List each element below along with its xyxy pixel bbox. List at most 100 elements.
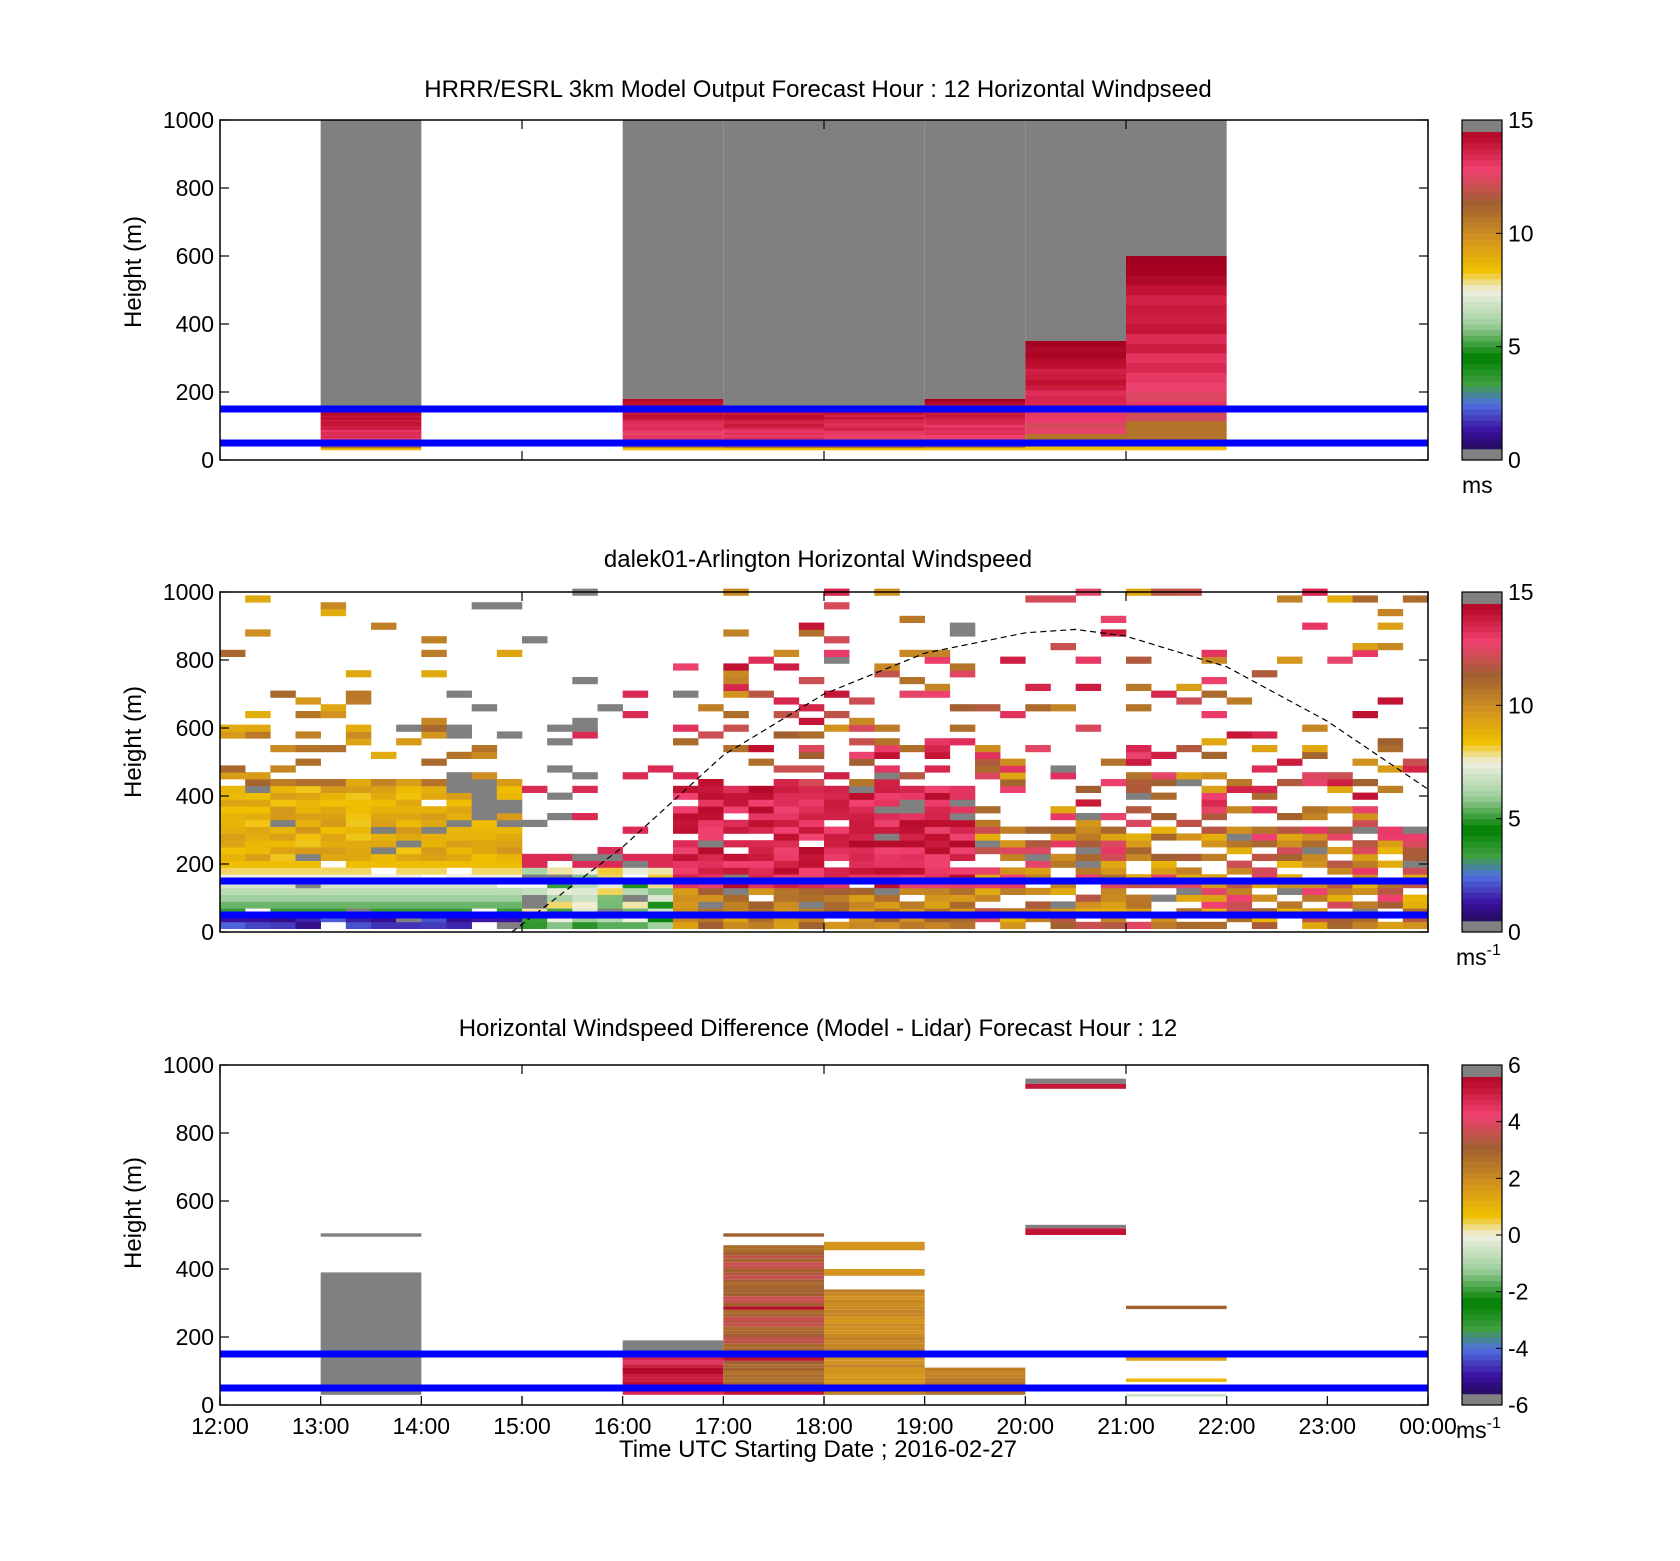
heatmap-cell <box>849 751 875 759</box>
heatmap-cell <box>698 731 724 739</box>
heatmap-cell <box>824 711 850 719</box>
heatmap-cell <box>471 745 498 753</box>
heatmap-cell <box>698 779 724 787</box>
colorbar-swatch <box>1462 1314 1502 1321</box>
heatmap-cell <box>320 867 347 875</box>
colorbar-swatch <box>1462 414 1502 421</box>
heatmap-cell <box>723 663 749 671</box>
heatmap-cell <box>748 813 774 821</box>
heatmap-cell <box>824 1337 925 1341</box>
heatmap-cell <box>320 853 347 861</box>
heatmap-cell <box>1176 833 1202 841</box>
heatmap-cell <box>345 867 372 875</box>
heatmap-cell <box>421 758 447 766</box>
heatmap-cell <box>1000 772 1026 780</box>
heatmap-cell <box>622 416 724 420</box>
heatmap-cell <box>446 833 472 841</box>
colorbar-swatch <box>1462 1082 1502 1089</box>
heatmap-cell <box>1050 887 1076 895</box>
heatmap-cell <box>975 867 1001 875</box>
heatmap-cell <box>1126 683 1152 691</box>
heatmap-cell <box>1126 265 1227 276</box>
heatmap-cell <box>396 847 422 855</box>
heatmap-cell <box>496 826 523 834</box>
colorbar-tick-label: 6 <box>1508 1052 1521 1078</box>
heatmap-cell <box>1025 887 1051 895</box>
heatmap-cell <box>1025 389 1126 396</box>
colorbar-swatch <box>1462 1229 1502 1236</box>
heatmap-cell <box>622 915 649 923</box>
heatmap-cell <box>1100 867 1127 875</box>
heatmap-cell <box>723 1360 824 1365</box>
heatmap-cell <box>849 792 875 800</box>
heatmap-cell <box>371 860 397 868</box>
colorbar-swatch <box>1462 671 1502 678</box>
colorbar-swatch <box>1462 722 1502 729</box>
heatmap-cell <box>849 847 875 855</box>
colorbar-swatch <box>1462 159 1502 166</box>
heatmap-cell <box>773 663 800 671</box>
heatmap-cell <box>345 881 372 889</box>
heatmap-cell <box>1377 881 1404 889</box>
colorbar-swatch <box>1462 1167 1502 1174</box>
heatmap-cell <box>1352 853 1378 861</box>
heatmap-cell <box>673 860 699 868</box>
heatmap-cell <box>723 826 749 834</box>
heatmap-cell <box>421 915 447 923</box>
heatmap-cell <box>975 765 1001 773</box>
heatmap-cell <box>446 779 472 787</box>
heatmap-cell <box>446 881 472 889</box>
colorbar-swatch <box>1462 773 1502 780</box>
x-ticks: 12:00 13:00 14:00 15:00 16:00 17:00 18:00 19:00… <box>191 1065 1457 1439</box>
heatmap-cell <box>1025 745 1051 753</box>
colorbar-swatch <box>1462 654 1502 661</box>
colorbar-swatch <box>1462 210 1502 217</box>
colorbar-swatch <box>1462 1189 1502 1196</box>
heatmap-cell <box>1100 840 1127 848</box>
heatmap-cell <box>496 731 523 739</box>
heatmap-cell <box>1050 881 1076 889</box>
colorbar-swatch <box>1462 603 1502 610</box>
heatmap-cell <box>1302 853 1328 861</box>
heatmap-cell <box>345 887 372 895</box>
heatmap-cell <box>1226 901 1253 909</box>
heatmap-cell <box>1352 813 1378 821</box>
heatmap-cell <box>1050 853 1076 861</box>
colorbar-swatch <box>1462 869 1502 876</box>
colorbar-swatch <box>1462 250 1502 257</box>
heatmap-cell <box>949 738 976 746</box>
heatmap-cell <box>1352 792 1378 800</box>
heatmap-cell <box>1251 745 1278 753</box>
heatmap-cell <box>471 867 498 875</box>
heatmap-cell <box>1126 285 1227 296</box>
heatmap-cell <box>824 429 925 433</box>
heatmap-cell <box>1327 595 1353 603</box>
heatmap-cell <box>1377 745 1404 753</box>
heatmap-cell <box>975 915 1001 923</box>
heatmap-cell <box>1075 901 1102 909</box>
heatmap-cell <box>723 921 749 929</box>
heatmap-cell <box>371 915 397 923</box>
heatmap-cell <box>824 1269 925 1276</box>
heatmap-cell <box>1126 343 1227 354</box>
heatmap-cell <box>1176 881 1202 889</box>
heatmap-cell <box>220 799 246 807</box>
heatmap-cell <box>723 1330 824 1334</box>
heatmap-cell <box>824 1303 925 1307</box>
heatmap-cell <box>824 806 850 814</box>
colorbar-swatch <box>1462 426 1502 433</box>
colorbar-swatch <box>1462 1093 1502 1100</box>
heatmap-cell <box>1176 853 1202 861</box>
colorbar-swatch <box>1462 694 1502 701</box>
heatmap-cell <box>421 901 447 909</box>
heatmap-cell <box>723 1272 824 1276</box>
heatmap-cell <box>345 901 372 909</box>
colorbar-swatch <box>1462 273 1502 280</box>
heatmap-cell <box>824 724 850 732</box>
heatmap-cell <box>245 629 271 637</box>
heatmap-cell <box>1352 901 1378 909</box>
heatmap-cell <box>320 792 347 800</box>
colorbar-swatch <box>1462 699 1502 706</box>
heatmap-cell <box>1100 887 1127 895</box>
heatmap-cell <box>723 1282 824 1286</box>
